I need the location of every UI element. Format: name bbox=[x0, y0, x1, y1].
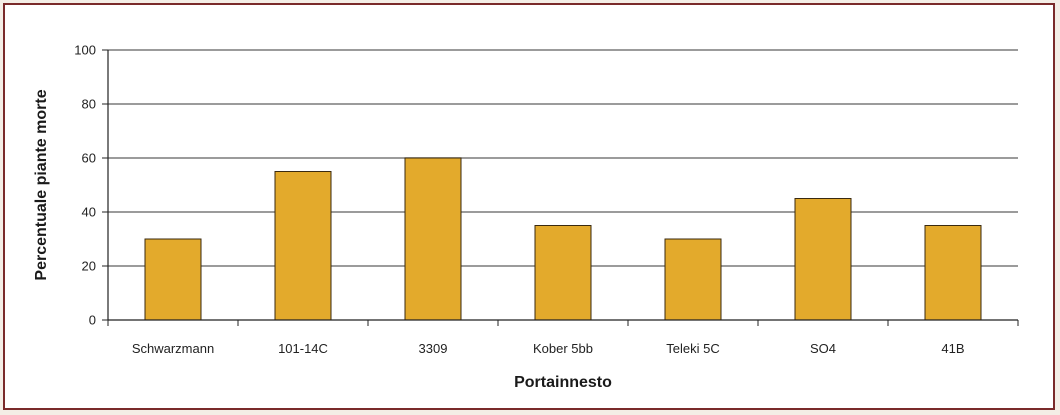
y-tick-label: 100 bbox=[74, 43, 96, 58]
bar bbox=[794, 198, 852, 321]
x-tick-label: Schwarzmann bbox=[132, 341, 214, 356]
y-tick-label: 80 bbox=[82, 97, 96, 112]
bar bbox=[404, 157, 462, 321]
x-axis-label: Portainnesto bbox=[514, 374, 612, 391]
x-tick-label: Teleki 5C bbox=[666, 341, 719, 356]
y-tick-label: 60 bbox=[82, 151, 96, 166]
y-tick-label: 20 bbox=[82, 259, 96, 274]
x-tick-label: SO4 bbox=[810, 341, 836, 356]
x-tick-label: 101-14C bbox=[278, 341, 328, 356]
y-tick-label: 40 bbox=[82, 205, 96, 220]
bar bbox=[534, 225, 592, 321]
bar bbox=[144, 238, 202, 321]
chart-frame bbox=[3, 3, 1055, 410]
bar bbox=[274, 171, 332, 321]
gridlines bbox=[108, 49, 1018, 267]
x-tick-label: 3309 bbox=[419, 341, 448, 356]
y-tick-label: 0 bbox=[89, 313, 96, 328]
y-axis-label: Percentuale piante morte bbox=[33, 89, 50, 280]
x-tick-label: 41B bbox=[941, 341, 964, 356]
bar bbox=[664, 238, 722, 321]
x-tick-label: Kober 5bb bbox=[533, 341, 593, 356]
x-axis-ticks: Schwarzmann 101-14C 3309 Kober 5bb Teleki 5C… bbox=[107, 320, 1019, 356]
bar bbox=[924, 225, 982, 321]
y-axis-ticks: 0 20 40 60 80 100 bbox=[74, 43, 108, 328]
bars bbox=[144, 157, 982, 321]
